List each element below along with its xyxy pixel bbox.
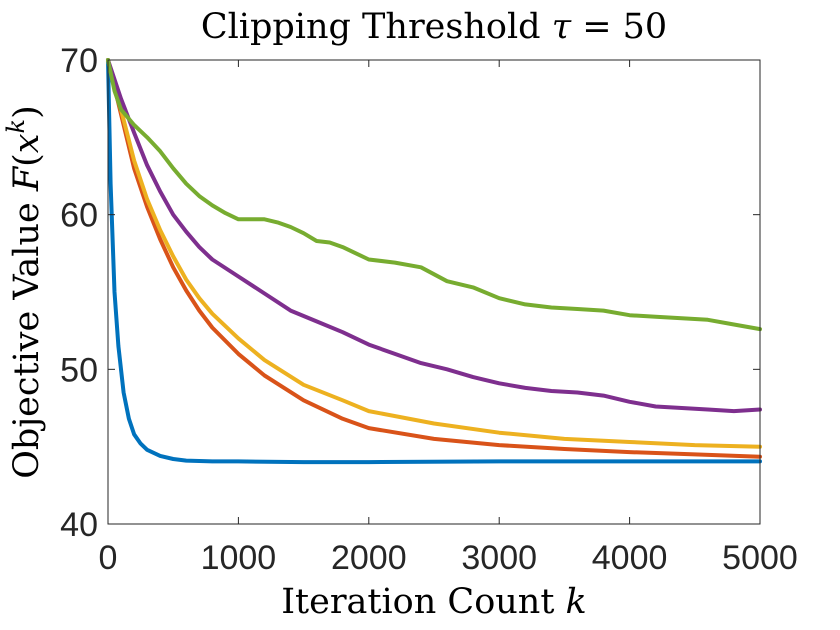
- y-axis-label: Objective Value F(xk): [2, 105, 47, 479]
- plot-area: [108, 60, 760, 524]
- x-axis-label: Iteration Count k: [281, 582, 587, 622]
- axes-box: [107, 59, 761, 525]
- y-tick-label: 60: [60, 197, 98, 235]
- y-tick-label: 40: [60, 506, 98, 544]
- y-axis-label-text: Objective Value: [7, 191, 47, 479]
- x-axis-label-k: k: [566, 582, 587, 622]
- chart-title-suffix: = 50: [571, 7, 667, 47]
- series-line-orange: [106, 58, 762, 459]
- axes-layer: 0 1000 2000 3000 4000 5000 40 50 60 70: [60, 42, 798, 577]
- chart-title-prefix: Clipping Threshold: [201, 7, 552, 47]
- y-axis-label-f: F: [7, 165, 47, 192]
- x-tick-label: 2000: [331, 539, 407, 577]
- series-line-purple: [106, 58, 762, 414]
- y-axis-label-x: x: [7, 133, 47, 153]
- x-axis-label-text: Iteration Count: [281, 582, 565, 622]
- y-axis-label-sup: k: [2, 119, 30, 134]
- series-line-blue: [106, 58, 762, 465]
- x-tick-label: 3000: [461, 539, 537, 577]
- chart-title-tau: τ: [552, 7, 572, 47]
- series-line-yellow: [106, 58, 762, 449]
- y-axis-label-open: (: [7, 153, 47, 167]
- y-tick-label: 50: [60, 351, 98, 389]
- y-tick-label: 70: [60, 42, 98, 80]
- series-line-green: [106, 58, 762, 332]
- y-axis-label-close: ): [7, 105, 47, 119]
- x-tick-label: 0: [99, 539, 118, 577]
- series-layer: [106, 58, 762, 465]
- chart-title: Clipping Threshold τ = 50: [201, 7, 667, 47]
- x-tick-label: 4000: [592, 539, 668, 577]
- x-tick-label: 1000: [201, 539, 277, 577]
- x-tick-label: 5000: [722, 539, 798, 577]
